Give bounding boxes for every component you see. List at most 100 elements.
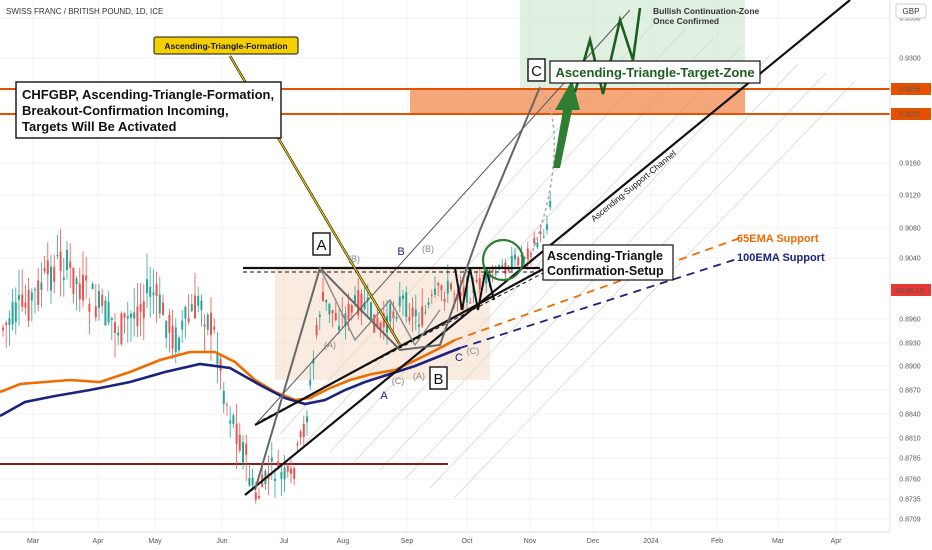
y-tick-label: 0.9300 — [899, 56, 921, 63]
candle-body — [331, 310, 334, 313]
price-axis[interactable] — [890, 0, 932, 550]
candle-body — [421, 306, 424, 326]
channel-fan-line — [454, 81, 855, 498]
candle-body — [114, 322, 116, 334]
candle-body — [104, 300, 107, 326]
time-axis[interactable] — [0, 532, 890, 550]
candle-body — [325, 299, 328, 303]
candle-body — [424, 311, 427, 313]
breakout-circle — [481, 238, 525, 282]
candle-body — [43, 268, 46, 272]
candle-body — [469, 302, 472, 304]
candle-body — [354, 295, 356, 303]
candle-body — [130, 313, 132, 318]
y-tick-label: 0.8810 — [899, 436, 921, 443]
candle-body — [219, 359, 222, 371]
ema100-label: 100EMA Support — [737, 252, 825, 264]
x-tick-label: 2024 — [643, 538, 659, 545]
candle-body — [69, 261, 72, 269]
y-tick-label: 0.9040 — [899, 256, 921, 263]
y-tick-label: 0.9120 — [899, 193, 921, 200]
main-annotation-line-1: CHFGBP, Ascending-Triangle-Formation, — [22, 87, 274, 102]
candle-body — [232, 415, 235, 424]
candle-body — [312, 359, 315, 364]
candle-body — [168, 314, 171, 333]
yellow-label-box — [153, 36, 299, 55]
candle-body — [146, 279, 148, 294]
candle-body — [485, 274, 488, 284]
bullish-zone-line-2: Once Confirmed — [653, 16, 719, 26]
x-tick-label: Jul — [280, 538, 289, 545]
candle-body — [210, 312, 212, 336]
small-C-label: C — [455, 352, 463, 364]
price-highlight-box — [891, 83, 931, 95]
grid — [0, 0, 890, 532]
candle-body — [62, 277, 65, 280]
candle-body — [46, 260, 49, 275]
time-axis-ticks: Mar Apr May Jun Jul Aug Sep Oct Nov Dec 2024 Feb Mar… — [27, 538, 842, 545]
candle-body — [21, 294, 24, 307]
x-tick-label: Apr — [93, 538, 105, 545]
candle-body — [466, 277, 468, 303]
candle-body — [75, 278, 78, 285]
candle-body — [296, 443, 299, 446]
candle-body — [328, 303, 331, 315]
candle-body — [459, 291, 462, 297]
candle-body — [184, 307, 187, 319]
y-tick-label: 0.8930 — [899, 341, 921, 348]
x-tick-label: Mar — [772, 538, 785, 545]
candle-body — [78, 283, 81, 300]
candle-body — [350, 305, 353, 313]
candle-body — [187, 318, 190, 322]
candle-body — [290, 468, 292, 474]
candle-body — [286, 465, 289, 472]
candle-body — [363, 302, 366, 309]
main-annotation-line-3: Targets Will Be Activated — [22, 119, 177, 134]
candle-body — [475, 279, 478, 282]
candle-body — [229, 420, 232, 424]
candle-body — [117, 332, 120, 336]
candle-body — [536, 242, 539, 248]
candle-body — [56, 254, 59, 256]
candle-body — [82, 275, 84, 301]
paren-C-label: (C) — [392, 376, 405, 386]
candle-body — [200, 300, 203, 310]
current-price-tag-box — [891, 284, 931, 296]
small-B-label: B — [397, 246, 404, 258]
big-B-label: B — [433, 371, 443, 388]
candle-body — [27, 289, 30, 321]
candle-body — [178, 337, 180, 351]
candle-body — [514, 254, 516, 260]
candle-body — [283, 467, 286, 480]
candle-body — [405, 292, 408, 317]
candle-body — [318, 314, 321, 317]
chart-title: SWISS FRANC / BRITISH POUND, 1D, ICE — [6, 7, 163, 16]
candle-body — [30, 292, 33, 301]
currency-badge-box — [895, 3, 927, 19]
candle-body — [539, 231, 542, 234]
candle-body — [334, 312, 337, 321]
candle-body — [155, 284, 158, 297]
candle-body — [248, 477, 251, 486]
candle-body — [370, 302, 372, 320]
big-C-label: C — [531, 63, 542, 80]
y-tick-label: 0.9160 — [899, 161, 921, 168]
paren-A-label: (A) — [324, 340, 336, 350]
candle-body — [392, 311, 395, 319]
y-tick-label: 0.9225 — [899, 112, 921, 119]
candle-body — [24, 302, 27, 308]
candle-body — [85, 275, 88, 281]
candle-body — [245, 443, 248, 456]
candle-body — [162, 302, 164, 316]
candle-body — [59, 251, 62, 271]
target-zone-label: Ascending-Triangle-Target-Zone — [555, 65, 754, 80]
candle-body — [152, 292, 155, 295]
candle-body — [216, 352, 219, 365]
candle-body — [11, 302, 14, 325]
candle-body — [258, 496, 260, 499]
paren-C2-label: (C) — [467, 346, 480, 356]
candle-body — [478, 278, 481, 290]
triangle-support-dash — [261, 271, 546, 421]
x-tick-label: Oct — [462, 538, 473, 545]
